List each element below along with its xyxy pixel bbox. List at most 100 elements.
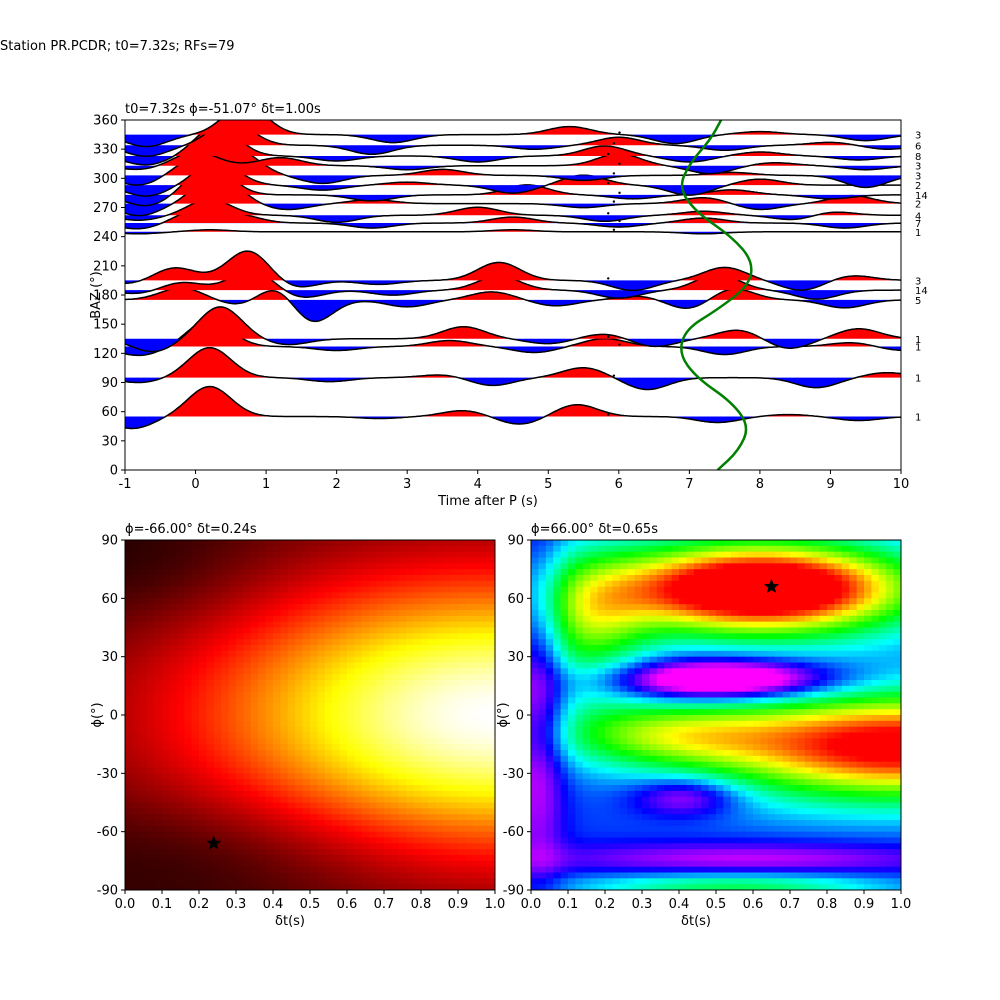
heatmap-cell <box>250 540 259 547</box>
heatmap-cell <box>649 703 658 710</box>
heatmap-cell <box>443 621 452 629</box>
heatmap-cell <box>295 685 304 693</box>
heatmap-cell <box>125 790 133 798</box>
heatmap-cell <box>213 750 222 757</box>
heatmap-cell <box>701 767 710 774</box>
heatmap-cell <box>716 592 724 599</box>
heatmap-cell <box>162 808 170 815</box>
heatmap-cell <box>545 855 554 862</box>
heatmap-cell <box>597 709 606 716</box>
heatmap-cell <box>435 569 444 576</box>
heatmap-cell <box>265 802 274 809</box>
heatmap-cell <box>480 604 489 611</box>
heatmap-cell <box>265 557 274 564</box>
heatmap-cell <box>339 650 348 658</box>
heatmap-cell <box>450 598 459 605</box>
heatmap-cell <box>398 860 407 868</box>
heatmap-cell <box>139 878 148 885</box>
heatmap-cell <box>693 592 702 599</box>
heatmap-cell <box>169 557 178 564</box>
heatmap-cell <box>450 720 459 728</box>
heatmap-cell <box>354 668 363 675</box>
heatmap-cell <box>465 872 474 879</box>
heatmap-cell <box>125 650 133 658</box>
heatmap-cell <box>686 627 695 634</box>
heatmap-cell <box>391 540 400 547</box>
heatmap-cell <box>472 837 481 844</box>
heatmap-cell <box>612 872 621 879</box>
heatmap-cell <box>458 545 466 553</box>
heatmap-cell <box>317 814 326 821</box>
heatmap-cell <box>169 802 178 809</box>
heatmap-cell <box>347 627 355 634</box>
heatmap-cell <box>553 691 562 699</box>
heatmap-cell <box>376 738 385 745</box>
heatmap-cell <box>287 662 296 669</box>
heatmap-cell <box>671 715 680 722</box>
heatmap-cell <box>575 563 584 570</box>
heatmap-cell <box>169 610 178 617</box>
heatmap-cell <box>132 633 141 640</box>
rf-trace-negative-fill <box>125 377 901 390</box>
heatmap-cell <box>627 726 636 734</box>
heatmap-cell <box>560 575 569 582</box>
heatmap-cell <box>369 656 378 664</box>
heatmap-cell <box>545 796 554 804</box>
heatmap-cell <box>465 598 474 605</box>
heatmap-cell <box>213 627 222 634</box>
heatmap-cell <box>361 872 370 879</box>
heatmap-cell <box>176 627 185 634</box>
heatmap-cell <box>605 604 613 611</box>
heatmap-cell <box>213 715 222 722</box>
heatmap-cell <box>125 662 133 669</box>
heatmap-cell <box>236 855 244 862</box>
heatmap-cell <box>435 738 444 745</box>
heatmap-cell <box>184 592 193 599</box>
heatmap-cell <box>627 685 636 693</box>
heatmap-cell <box>125 866 133 874</box>
heatmap-cell <box>169 808 178 815</box>
heatmap-cell <box>184 627 193 634</box>
heatmap-cell <box>443 627 452 634</box>
heatmap-cell <box>332 808 341 815</box>
heatmap-cell <box>716 598 724 605</box>
heatmap-cell <box>738 703 747 710</box>
heatmap-cell <box>250 674 259 681</box>
heatmap-cell <box>421 621 429 629</box>
heatmap-cell <box>642 645 650 652</box>
heatmap-cell <box>302 773 311 780</box>
heatmap-cell <box>310 680 318 687</box>
heatmap-cell <box>221 750 230 757</box>
heatmap-cell <box>605 720 613 728</box>
heatmap-cell <box>317 680 326 687</box>
heatmap-cell <box>169 872 178 879</box>
heatmap-cell <box>590 668 599 675</box>
heatmap-cell <box>332 650 341 658</box>
heatmap-cell <box>560 563 569 570</box>
heatmap-cell <box>582 662 591 669</box>
heatmap-cell <box>236 878 244 885</box>
heatmap-cell <box>184 650 193 658</box>
heatmap-cell <box>634 551 643 559</box>
heatmap-cell <box>723 726 732 734</box>
heatmap-cell <box>199 814 207 821</box>
heatmap-cell <box>398 621 407 629</box>
heatmap-cell <box>191 872 200 879</box>
heatmap-cell <box>398 825 407 833</box>
heatmap-cell <box>139 580 148 588</box>
heatmap-cell <box>332 843 341 850</box>
heatmap-cell <box>199 779 207 786</box>
heatmap-cell <box>332 709 341 716</box>
heatmap-cell <box>553 825 562 833</box>
heatmap-cell <box>605 715 613 722</box>
heatmap-cell <box>686 569 695 576</box>
heatmap-cell <box>480 773 489 780</box>
heatmap-cell <box>369 855 378 862</box>
heatmap-cell <box>376 767 385 774</box>
heatmap-cell <box>169 843 178 850</box>
heatmap-cell <box>716 715 724 722</box>
heatmap-cell <box>642 790 650 798</box>
heatmap-cell <box>560 586 569 594</box>
heatmap-cell <box>642 656 650 664</box>
heatmap-cell <box>730 680 739 687</box>
